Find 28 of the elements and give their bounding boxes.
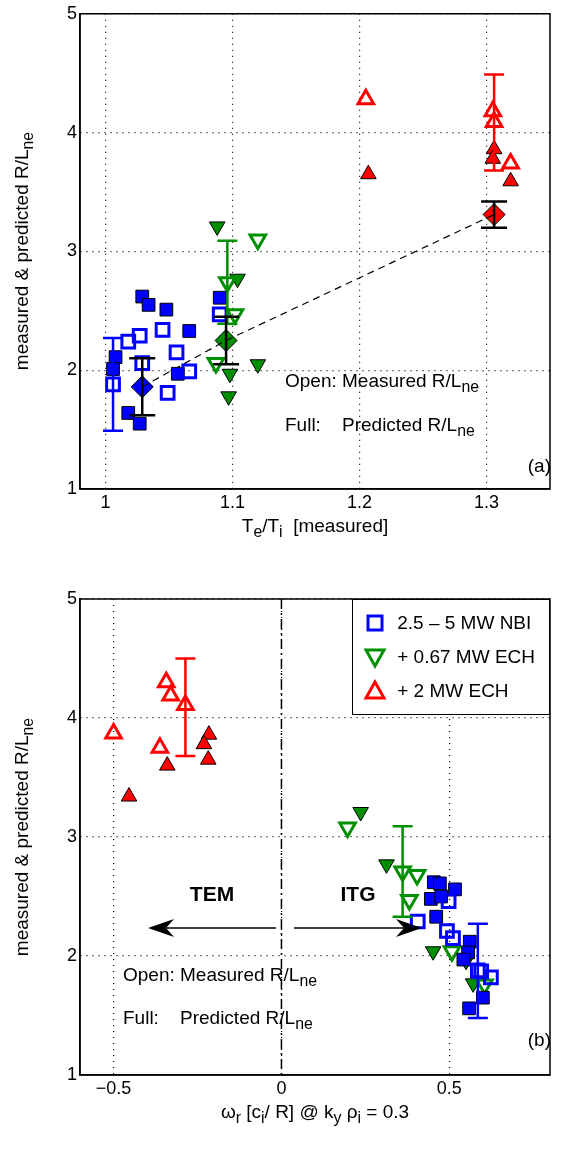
x-tick-label: 0.5 [436, 1077, 462, 1098]
y-tick-label: 1 [66, 477, 77, 498]
annotation: ITG [340, 882, 376, 906]
y-tick-label: 3 [66, 825, 77, 846]
x-tick-label: 1 [100, 491, 111, 512]
x-tick-label: 1.2 [346, 491, 372, 512]
y-tick-label: 5 [66, 2, 77, 23]
annotation: TEM [189, 882, 235, 906]
annotation: Open: Measured R/L$_{ne}$ [123, 964, 317, 990]
y-tick-label: 1 [66, 1063, 77, 1084]
legend-label: 2.5 – 5 MW NBI [397, 612, 532, 634]
y-tick-label: 2 [66, 359, 77, 380]
x-tick-label: 0 [276, 1077, 287, 1098]
annotation: Full: Predicted R/L$_{ne}$ [285, 414, 475, 440]
legend-label: + 0.67 MW ECH [397, 646, 535, 668]
x-tick-label: 1.3 [473, 491, 499, 512]
annotation: Full: Predicted R/L$_{ne}$ [123, 1007, 313, 1033]
y-tick-label: 5 [66, 587, 77, 608]
y-tick-label: 4 [66, 706, 77, 727]
y-tick-label: 2 [66, 944, 77, 965]
x-axis-title: T$_{e}$/T$_{i}$ [measured] [241, 515, 389, 541]
text: ω$_{r}$ [c$_{i}$/ R] @ k$_{y}$ ρ$_{i}$ = 0.3 [220, 1101, 410, 1126]
annotation: Open: Measured R/L$_{ne}$ [285, 370, 479, 396]
y-tick-label: 4 [66, 121, 77, 142]
legend-label: + 2 MW ECH [397, 680, 509, 702]
x-tick-label: −0.5 [95, 1077, 132, 1098]
x-tick-label: 1.1 [219, 491, 245, 512]
y-tick-label: 3 [66, 240, 77, 261]
